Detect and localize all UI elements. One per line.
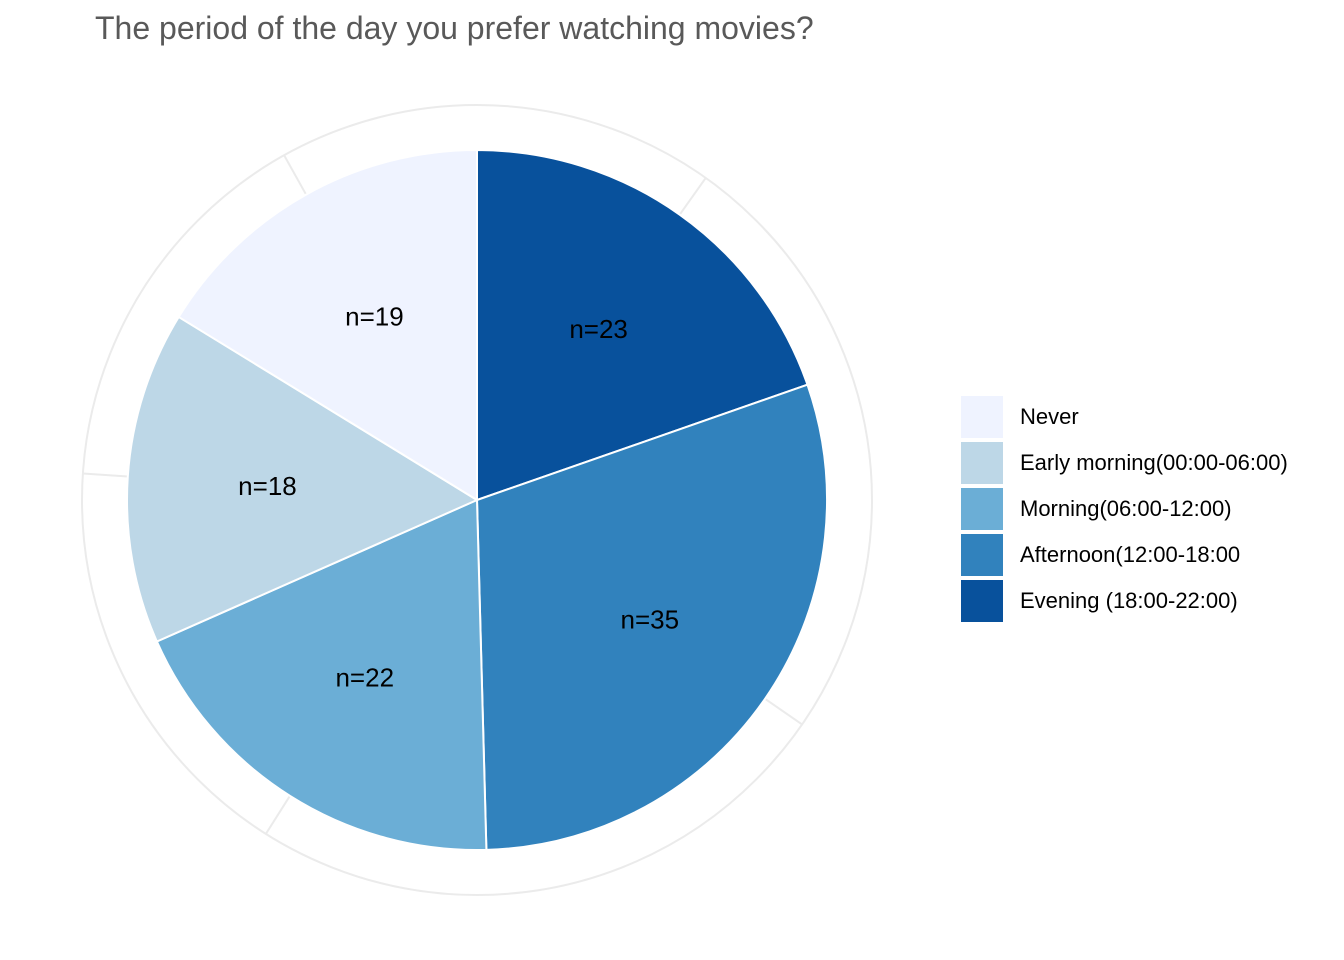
legend-label: Early morning(00:00-06:00) — [1020, 450, 1288, 475]
pie-slice — [155, 499, 488, 851]
legend-swatch — [961, 534, 1003, 576]
grid-spoke — [283, 154, 307, 196]
slice-label: n=23 — [569, 314, 628, 344]
grid-spoke — [764, 697, 803, 726]
legend-item: Afternoon(12:00-18:00 — [961, 532, 1288, 578]
legend-item: Evening (18:00-22:00) — [961, 578, 1288, 624]
legend-item: Morning(06:00-12:00) — [961, 486, 1288, 532]
pie-slice — [476, 383, 828, 851]
grid-spoke — [82, 472, 128, 478]
legend: Never Early morning(00:00-06:00) Morning(0… — [961, 394, 1288, 624]
slice-label: n=19 — [345, 302, 404, 332]
slice-label: n=22 — [335, 662, 394, 692]
slice-labels: n=23 n=35 n=22 n=18 n=19 — [238, 302, 679, 693]
slice-label: n=35 — [621, 604, 680, 634]
legend-label: Afternoon(12:00-18:00 — [1020, 542, 1241, 567]
legend-item: Never — [961, 394, 1288, 440]
pie-slice — [126, 315, 478, 643]
grid-spoke — [678, 177, 707, 216]
chart-title: The period of the day you prefer watchin… — [95, 10, 814, 46]
grid-circle — [81, 104, 873, 896]
legend-label: Morning(06:00-12:00) — [1020, 496, 1232, 521]
legend-item: Early morning(00:00-06:00) — [961, 440, 1288, 486]
pie-slice — [177, 149, 478, 501]
slice-label: n=18 — [238, 471, 297, 501]
legend-label: Never — [1020, 404, 1079, 429]
grid-spoke — [265, 795, 291, 835]
legend-swatch — [961, 442, 1003, 484]
polar-grid — [81, 104, 873, 896]
legend-swatch — [961, 580, 1003, 622]
legend-label: Evening (18:00-22:00) — [1020, 588, 1238, 613]
legend-swatch — [961, 488, 1003, 530]
legend-swatch — [961, 396, 1003, 438]
pie-slices — [126, 149, 828, 851]
